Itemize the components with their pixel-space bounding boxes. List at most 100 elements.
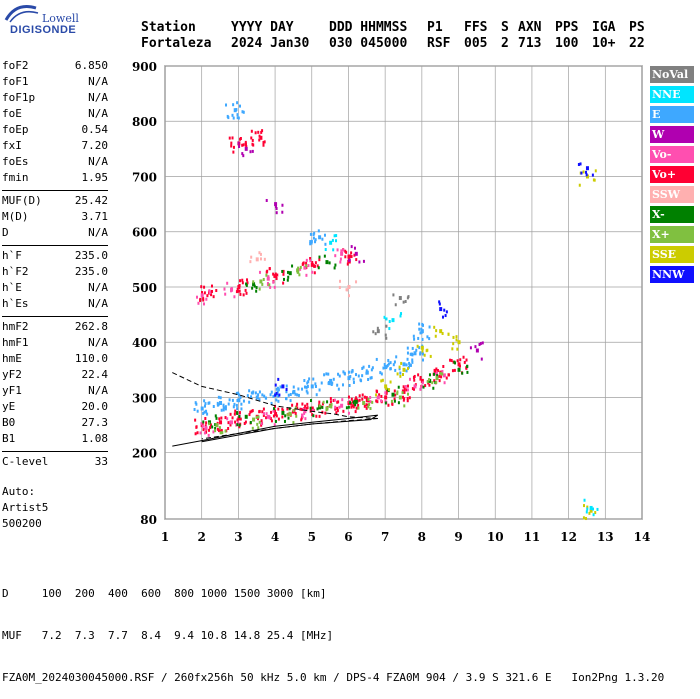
param-row: C-level 33 — [2, 454, 108, 470]
data-point-x- — [397, 385, 400, 389]
data-point-vo- — [218, 417, 221, 421]
data-point-vo- — [355, 406, 358, 410]
data-point-x- — [309, 399, 312, 403]
auto-code: 500200 — [2, 517, 42, 530]
data-point-e — [297, 387, 300, 391]
data-point-x- — [257, 415, 260, 419]
data-point-e — [203, 404, 206, 408]
data-point-e — [387, 358, 390, 362]
data-point-x- — [401, 391, 404, 395]
data-point-vo- — [233, 412, 236, 416]
data-point-w — [265, 198, 268, 202]
data-point-vo- — [441, 369, 444, 373]
data-point-w — [358, 260, 361, 264]
data-point-w — [480, 357, 483, 361]
x-tick-label: 14 — [634, 530, 651, 544]
data-point-e — [193, 408, 196, 412]
data-point-ssw — [250, 255, 253, 259]
param-row: foEs N/A — [2, 154, 108, 170]
data-point-e — [347, 370, 350, 374]
data-point-vo- — [408, 377, 411, 381]
data-point-vo- — [262, 407, 265, 411]
data-point-x- — [281, 410, 285, 415]
data-point-nnw — [443, 308, 446, 312]
data-point-vo- — [403, 397, 406, 401]
data-point-nnw — [585, 173, 588, 177]
data-point-x- — [334, 263, 337, 267]
data-point-vo- — [275, 277, 278, 281]
header-label-4: FFS — [464, 20, 488, 35]
y-tick-label: 600 — [132, 226, 157, 240]
data-point-vo- — [202, 428, 205, 432]
data-point-e — [220, 408, 223, 412]
param-row: foF1p N/A — [2, 90, 108, 106]
header-value-6: 713 — [518, 36, 542, 51]
y-tick-label: 800 — [132, 115, 157, 129]
data-point-x- — [318, 405, 322, 410]
data-point-vo- — [206, 294, 209, 298]
data-point-e — [303, 379, 306, 383]
data-point-vo- — [336, 400, 339, 404]
data-point-e — [337, 372, 340, 376]
data-point-vo- — [363, 404, 366, 408]
data-point-e — [239, 395, 242, 399]
data-point-nne — [335, 239, 338, 243]
data-point-vo- — [361, 397, 364, 401]
param-name: hmE — [2, 352, 22, 365]
data-point-x- — [466, 364, 469, 368]
x-tick-label: 4 — [271, 530, 279, 544]
data-point-e — [310, 241, 313, 245]
param-value: 7.20 — [81, 139, 109, 152]
data-point-vo- — [219, 420, 223, 425]
data-point-sse — [375, 393, 378, 397]
param-row: yF2 22.4 — [2, 367, 108, 383]
data-point-x- — [345, 406, 348, 410]
data-point-sse — [455, 335, 458, 339]
data-point-w — [348, 258, 351, 262]
data-point-x- — [391, 392, 395, 397]
param-value: 1.08 — [81, 432, 109, 445]
data-point-ssw — [259, 257, 262, 261]
data-point-vo- — [302, 407, 305, 411]
data-point-vo- — [230, 141, 233, 145]
data-point-e — [412, 334, 415, 338]
data-point-vo- — [230, 287, 233, 291]
param-value: 110.0 — [74, 352, 108, 365]
data-point-vo- — [394, 393, 397, 397]
data-point-e — [413, 351, 417, 356]
data-point-vo- — [219, 429, 222, 433]
data-point-e — [379, 371, 382, 375]
data-point-nnw — [580, 171, 583, 175]
data-point-sse — [423, 353, 426, 357]
data-point-vo- — [205, 421, 208, 425]
data-point-sse — [583, 504, 586, 508]
data-point-e — [354, 373, 357, 377]
param-row: B0 27.3 — [2, 415, 108, 431]
data-point-e — [411, 346, 414, 350]
param-divider — [2, 451, 108, 452]
data-point-e — [275, 387, 278, 391]
y-tick-label: 500 — [132, 281, 157, 295]
data-point-vo- — [259, 135, 263, 140]
data-point-x- — [219, 431, 222, 435]
data-point-x- — [253, 284, 256, 288]
data-point-x- — [435, 376, 439, 381]
data-point-sse — [401, 373, 404, 377]
data-point-vo- — [301, 262, 304, 266]
data-point-vo- — [369, 400, 372, 404]
data-point-x- — [215, 423, 219, 428]
data-point-vo- — [262, 143, 265, 147]
header-label-5: S — [501, 20, 509, 35]
param-name: hmF2 — [2, 320, 29, 333]
data-point-vo- — [336, 406, 339, 410]
legend-item-vo-: Vo+ — [650, 166, 694, 183]
header-label-2: DDD HHMMSS — [329, 20, 408, 35]
data-point-x- — [255, 415, 258, 419]
data-point-x- — [274, 419, 277, 423]
data-point-vo- — [200, 293, 204, 298]
data-point-e — [365, 369, 368, 373]
data-point-sse — [582, 170, 585, 174]
data-point-nne — [333, 234, 336, 238]
data-point-vo- — [241, 278, 244, 282]
data-point-vo- — [433, 379, 436, 383]
